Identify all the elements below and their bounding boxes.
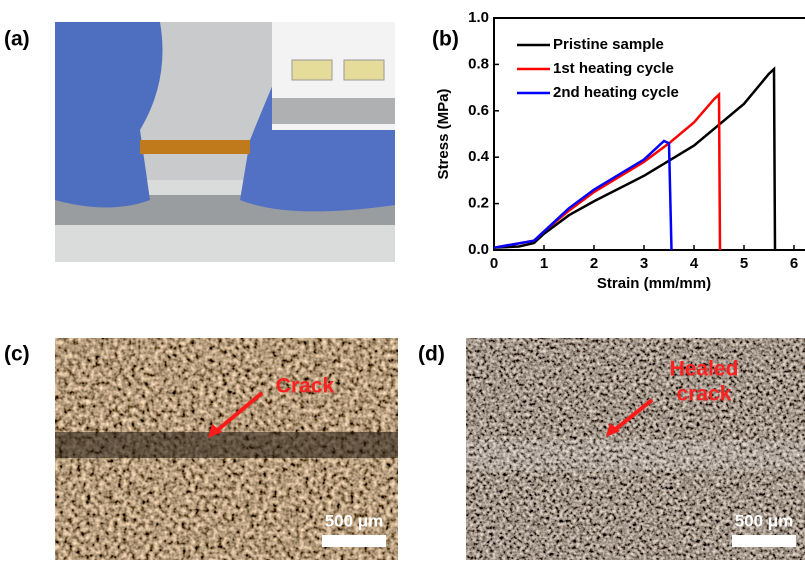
legend-label: 2nd heating cycle — [553, 84, 679, 101]
x-tick-label: 5 — [740, 255, 748, 272]
panel-label: (b) — [432, 28, 459, 51]
annotation: crack — [677, 383, 732, 406]
panel-label: (a) — [4, 28, 30, 51]
y-tick-label: 0.4 — [468, 148, 490, 165]
x-tick-label: 6 — [790, 255, 798, 272]
x-tick-label: 1 — [540, 255, 548, 272]
x-tick-label: 0 — [490, 255, 498, 272]
annotation: Healed — [670, 358, 739, 381]
y-tick-label: 0.6 — [468, 102, 489, 119]
scale-bar-label: 500 μm — [735, 511, 794, 530]
y-tick-label: 0.0 — [468, 241, 489, 258]
annotation: Crack — [276, 375, 335, 398]
x-tick-label: 4 — [690, 255, 699, 272]
y-axis-label: Stress (MPa) — [435, 89, 452, 180]
y-tick-label: 1.0 — [468, 9, 489, 26]
y-tick-label: 0.8 — [468, 55, 489, 72]
scale-bar-label: 500 μm — [325, 511, 384, 530]
line-series — [494, 141, 672, 250]
x-tick-label: 3 — [640, 255, 648, 272]
x-axis-label: Strain (mm/mm) — [597, 275, 711, 292]
legend-label: Pristine sample — [553, 36, 664, 53]
y-tick-label: 0.2 — [468, 195, 489, 212]
line-series — [494, 95, 720, 250]
panel-label: (d) — [418, 343, 445, 366]
photo-a — [55, 22, 395, 262]
figure: 0 1 2 3 4 5 6 0.0 0.2 0.4 0.6 0.8 1.0 Strain (mm/mm) S… — [0, 0, 805, 565]
legend-label: 1st heating cycle — [553, 60, 674, 77]
panel-label: (c) — [4, 343, 30, 366]
x-tick-label: 2 — [590, 255, 598, 272]
chart-b: 0 1 2 3 4 5 6 0.0 0.2 0.4 0.6 0.8 1.0 Strain (mm/mm) S… — [435, 9, 805, 292]
